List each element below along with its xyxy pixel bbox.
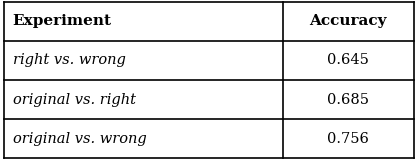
Text: 0.645: 0.645 xyxy=(327,53,369,67)
Text: Accuracy: Accuracy xyxy=(309,14,387,28)
Text: original vs. wrong: original vs. wrong xyxy=(13,132,146,146)
Text: original vs. right: original vs. right xyxy=(13,93,135,107)
Text: 0.685: 0.685 xyxy=(327,93,369,107)
Text: Experiment: Experiment xyxy=(13,14,112,28)
Text: right vs. wrong: right vs. wrong xyxy=(13,53,125,67)
Text: 0.756: 0.756 xyxy=(327,132,369,146)
